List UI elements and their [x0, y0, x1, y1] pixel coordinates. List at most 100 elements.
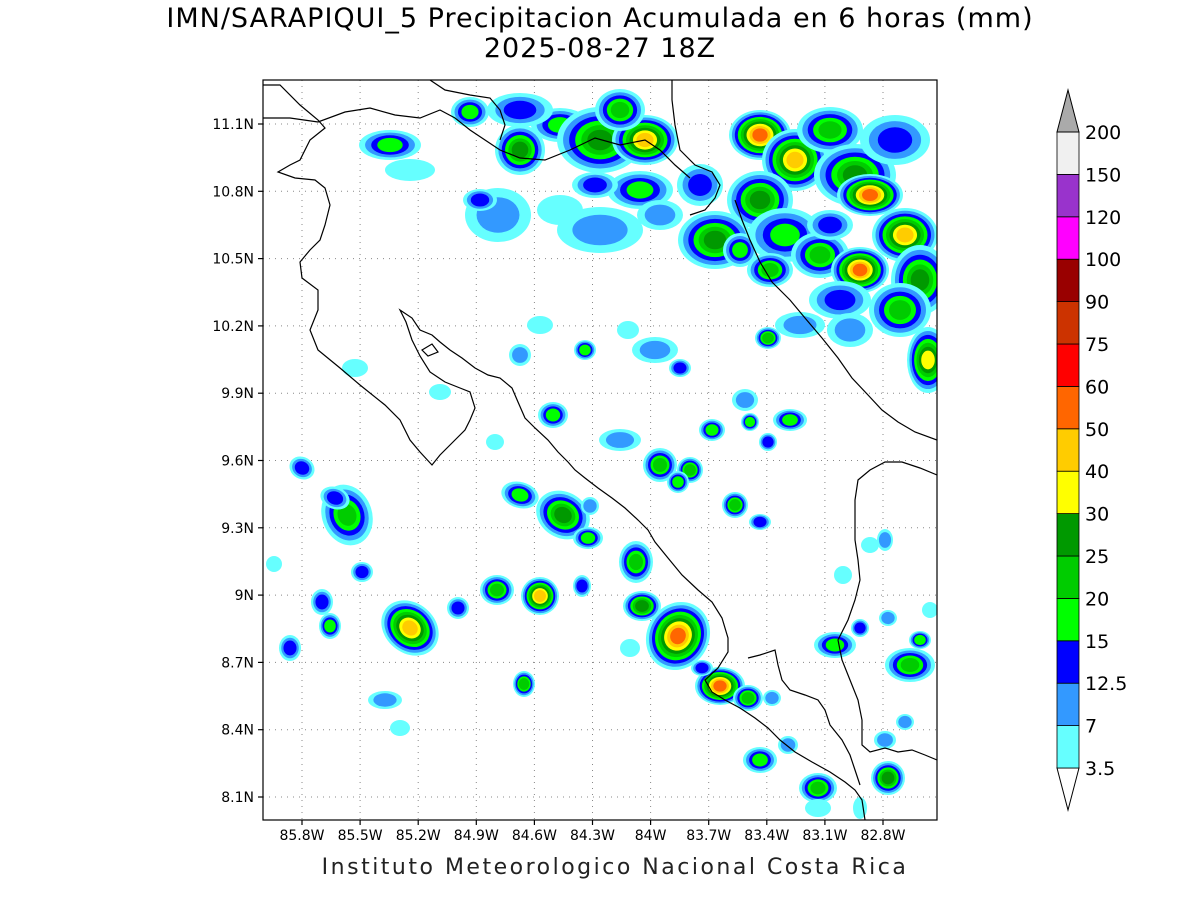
- lat-tick-label: 8.1N: [221, 790, 254, 806]
- colorbar-segment: [1056, 513, 1080, 557]
- precip-contour: [735, 392, 755, 408]
- colorbar-label: 12.5: [1085, 673, 1127, 695]
- precip-contour: [834, 318, 866, 342]
- precip-contour: [878, 532, 892, 548]
- colorbar-segment: [1056, 682, 1080, 727]
- precip-contour: [673, 362, 687, 374]
- precip-contour: [503, 100, 537, 120]
- lon-tick-label: 82.8W: [860, 828, 905, 844]
- colorbar-segment: [1056, 173, 1080, 218]
- footer-credit: Instituto Meteorologico Nacional Costa R…: [321, 855, 909, 880]
- precip-contour: [753, 516, 767, 528]
- precip-contour: [765, 691, 779, 705]
- precip-contour: [490, 583, 504, 597]
- precip-contour: [390, 720, 410, 736]
- lon-tick-label: 84.6W: [512, 828, 557, 844]
- precip-contour: [342, 359, 368, 377]
- precip-contour: [377, 137, 403, 153]
- plot-frame: [262, 79, 938, 821]
- colorbar-label: 100: [1085, 249, 1121, 271]
- map-title: IMN/SARAPIQUI_5 Precipitacion Acumulada …: [166, 3, 1034, 34]
- precip-contour: [688, 174, 712, 196]
- precip-contour: [834, 566, 852, 584]
- precip-contour: [580, 532, 596, 544]
- precip-contour: [626, 181, 654, 199]
- precip-contour: [810, 781, 826, 795]
- precip-contour: [583, 177, 607, 193]
- colorbar-segment: [1056, 555, 1080, 599]
- lon-tick-label: 83.4W: [744, 828, 789, 844]
- precip-contour: [729, 499, 741, 511]
- precip-contour: [639, 340, 671, 360]
- precip-contour: [695, 662, 709, 674]
- precip-contour: [898, 715, 912, 729]
- colorbar-segment: [1056, 343, 1080, 387]
- lon-tick-label: 85.2W: [396, 828, 441, 844]
- precip-contour: [373, 693, 397, 707]
- lon-tick-label: 84.9W: [454, 828, 499, 844]
- precip-contour: [355, 565, 369, 579]
- precip-contour: [672, 476, 684, 488]
- colorbar: 3.5 7 12.5 15 20 25 30 40 50 60 75 90 100 120 150 200: [1056, 88, 1127, 812]
- precip-contour: [402, 620, 418, 636]
- colorbar-label: 15: [1085, 631, 1109, 653]
- precip-contour: [782, 414, 798, 426]
- precip-contour: [732, 242, 748, 258]
- colorbar-segment: [1056, 131, 1080, 175]
- colorbar-label: 150: [1085, 164, 1121, 186]
- lon-tick-label: 84W: [635, 828, 667, 844]
- precip-contour: [914, 634, 926, 646]
- precip-contour: [512, 347, 528, 363]
- lat-tick-label: 11.1N: [212, 117, 254, 133]
- colorbar-label: 40: [1085, 461, 1109, 483]
- precip-contour: [617, 321, 639, 339]
- precip-contour: [605, 432, 635, 448]
- precip-contour: [824, 289, 856, 311]
- colorbar-label: 75: [1085, 334, 1109, 356]
- map-datetime: 2025-08-27 18Z: [483, 33, 717, 64]
- precip-contour: [713, 680, 727, 692]
- precip-contour: [324, 619, 336, 633]
- precip-contour: [752, 753, 768, 767]
- lat-tick-label: 8.4N: [221, 723, 254, 739]
- precip-contour: [579, 344, 591, 356]
- nicaragua-coast: [429, 80, 721, 216]
- precip-contour: [518, 678, 530, 690]
- colorbar-segment: [1056, 428, 1080, 472]
- precip-contour: [527, 316, 553, 334]
- colorbar-min-arrow: [1056, 767, 1080, 812]
- precip-contour: [429, 384, 451, 400]
- caribbean-coast: [734, 199, 937, 441]
- lake-arenal: [421, 343, 439, 357]
- precip-contour: [818, 121, 842, 139]
- precip-contour: [910, 269, 930, 291]
- precip-contour: [881, 611, 895, 625]
- precip-contour: [572, 214, 628, 246]
- precip-contour: [644, 204, 676, 226]
- precip-contour: [486, 434, 504, 450]
- precip-contour: [703, 230, 727, 250]
- lat-tick-label: 10.8N: [212, 184, 254, 200]
- colorbar-label: 7: [1085, 716, 1097, 738]
- lat-tick-label: 8.7N: [221, 655, 254, 671]
- precip-contour: [780, 738, 796, 752]
- precip-contour: [315, 594, 329, 610]
- colorbar-segment: [1056, 216, 1080, 260]
- precip-contour: [761, 263, 779, 277]
- lat-tick-label: 9.6N: [221, 454, 254, 470]
- precip-contour: [534, 590, 546, 602]
- map-axes: 11.1N 10.8N 10.5N 10.2N 9.9N 9.6N 9.3N 9N 8.7N 8.…: [212, 117, 905, 844]
- precip-contour: [283, 640, 297, 656]
- colorbar-segment: [1056, 725, 1080, 769]
- precip-contour: [762, 332, 774, 344]
- lon-tick-label: 83.1W: [802, 828, 847, 844]
- colorbar-segment: [1056, 640, 1080, 684]
- precip-contour: [470, 193, 490, 207]
- precip-contour: [770, 223, 800, 247]
- colorbar-segment: [1056, 258, 1080, 303]
- burica-coast: [747, 649, 861, 786]
- precip-contour: [511, 141, 529, 159]
- precip-contour: [337, 504, 357, 526]
- precip-contour: [783, 315, 817, 335]
